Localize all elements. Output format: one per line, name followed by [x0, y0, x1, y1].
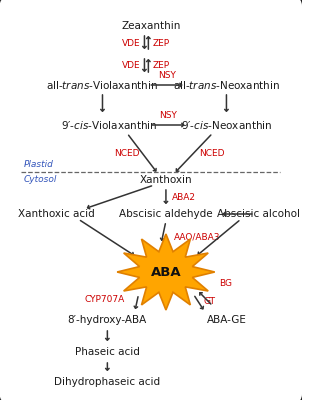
- Text: Cytosol: Cytosol: [23, 175, 57, 184]
- Text: Plastid: Plastid: [23, 160, 53, 169]
- Text: Dihydrophaseic acid: Dihydrophaseic acid: [54, 377, 160, 387]
- Text: VDE: VDE: [122, 38, 141, 48]
- Text: ZEP: ZEP: [152, 62, 169, 70]
- Text: 8′-hydroxy-ABA: 8′-hydroxy-ABA: [68, 315, 147, 325]
- Text: 9′-$\it{cis}$-Violaxanthin: 9′-$\it{cis}$-Violaxanthin: [61, 119, 158, 131]
- Text: Xanthoxin: Xanthoxin: [140, 175, 192, 185]
- Text: ABA-GE: ABA-GE: [206, 315, 246, 325]
- Text: VDE: VDE: [122, 62, 141, 70]
- Text: NCED: NCED: [199, 148, 225, 158]
- Text: ZEP: ZEP: [152, 38, 169, 48]
- Text: NSY: NSY: [159, 111, 177, 120]
- Text: all-$\it{trans}$-Neoxanthin: all-$\it{trans}$-Neoxanthin: [173, 79, 280, 91]
- Text: NSY: NSY: [158, 71, 176, 80]
- Text: AAO/ABA3: AAO/ABA3: [174, 232, 220, 242]
- Text: Abscisic alcohol: Abscisic alcohol: [217, 209, 300, 219]
- Text: CYP707A: CYP707A: [85, 296, 125, 304]
- Text: 9′-$\it{cis}$-Neoxanthin: 9′-$\it{cis}$-Neoxanthin: [181, 119, 272, 131]
- Text: Abscisic aldehyde: Abscisic aldehyde: [119, 209, 213, 219]
- Text: all-$\it{trans}$-Violaxanthin: all-$\it{trans}$-Violaxanthin: [46, 79, 159, 91]
- Text: ABA2: ABA2: [172, 192, 196, 202]
- Text: Xanthoxic acid: Xanthoxic acid: [18, 209, 95, 219]
- Text: Zeaxanthin: Zeaxanthin: [122, 21, 181, 31]
- Text: NCED: NCED: [114, 148, 140, 158]
- Polygon shape: [117, 234, 215, 310]
- Text: GT: GT: [203, 298, 215, 306]
- Text: ABA: ABA: [150, 266, 181, 278]
- Text: BG: BG: [220, 280, 233, 288]
- Text: Phaseic acid: Phaseic acid: [75, 347, 140, 357]
